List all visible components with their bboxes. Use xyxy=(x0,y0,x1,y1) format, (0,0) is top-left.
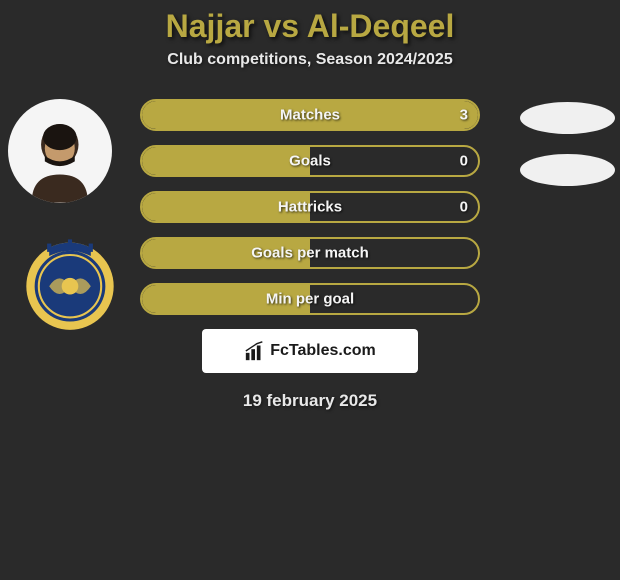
stat-bar-value: 3 xyxy=(460,107,468,124)
page-title: Najjar vs Al-Deqeel xyxy=(0,0,620,45)
stat-bar-value: 0 xyxy=(460,153,468,170)
brand-text: FcTables.com xyxy=(270,342,376,360)
date-label: 19 february 2025 xyxy=(0,391,620,411)
stat-bar-label: Hattricks xyxy=(278,199,342,216)
comparison-content: Matches 3 Goals 0 Hattricks 0 Goals per match M… xyxy=(0,99,620,315)
person-silhouette-icon xyxy=(13,109,107,203)
brand-badge: FcTables.com xyxy=(202,329,418,373)
avatar-placeholder xyxy=(520,102,615,134)
stat-bar-label: Goals xyxy=(289,153,331,170)
stat-bar: Matches 3 xyxy=(140,99,480,131)
stat-bar-fill xyxy=(142,147,310,175)
avatar-placeholder xyxy=(520,154,615,186)
stat-bar-label: Goals per match xyxy=(251,245,369,262)
stat-bar-label: Matches xyxy=(280,107,340,124)
club-crest-left xyxy=(18,229,122,333)
player-avatar-right xyxy=(520,102,615,206)
stat-bars: Matches 3 Goals 0 Hattricks 0 Goals per match M… xyxy=(140,99,480,315)
stat-bar: Min per goal xyxy=(140,283,480,315)
stat-bar-value: 0 xyxy=(460,199,468,216)
stat-bar: Goals per match xyxy=(140,237,480,269)
stat-bar-label: Min per goal xyxy=(266,291,354,308)
stat-bar: Goals 0 xyxy=(140,145,480,177)
page-subtitle: Club competitions, Season 2024/2025 xyxy=(0,51,620,69)
club-crest-icon xyxy=(18,229,122,333)
chart-icon xyxy=(244,340,266,362)
stat-bar: Hattricks 0 xyxy=(140,191,480,223)
player-avatar-left xyxy=(8,99,112,203)
